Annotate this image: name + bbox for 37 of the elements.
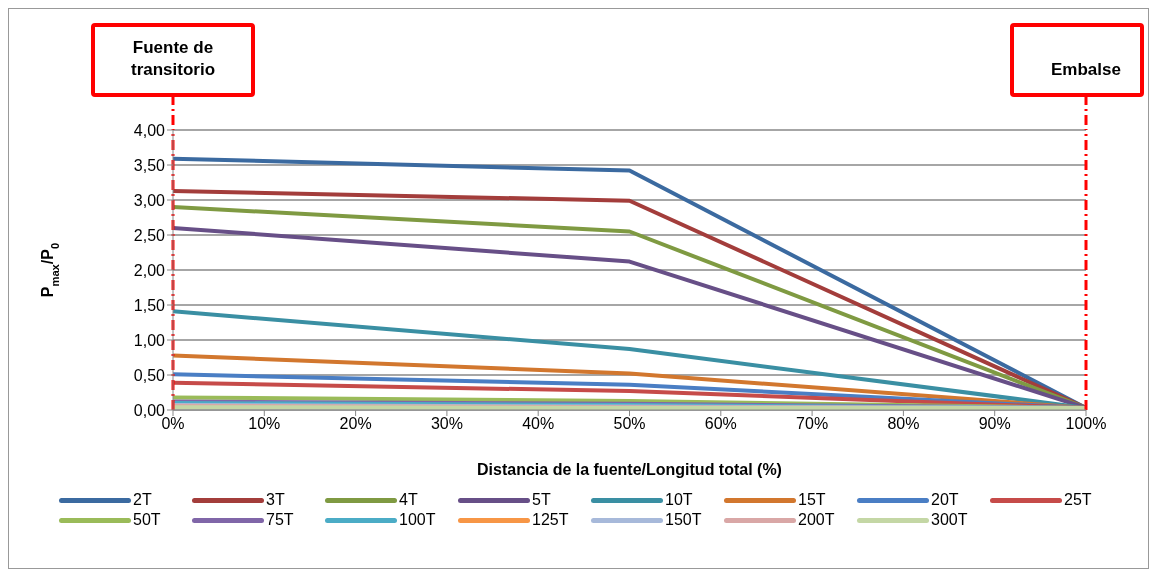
y-tick-label: 0,50 <box>133 366 166 384</box>
legend-label: 15T <box>798 491 826 509</box>
x-tick-label: 90% <box>978 415 1011 433</box>
legend-label: 4T <box>399 491 418 509</box>
y-tick-label: 3,00 <box>133 191 166 209</box>
legend-label: 300T <box>931 511 968 529</box>
y-tick-label: 2,50 <box>133 226 166 244</box>
legend-label: 75T <box>266 511 294 529</box>
legend-label: 5T <box>532 491 551 509</box>
x-tick-label: 20% <box>339 415 372 433</box>
y-tick-label: 3,50 <box>133 156 166 174</box>
x-tick-label: 40% <box>522 415 555 433</box>
x-tick-label: 60% <box>704 415 737 433</box>
x-axis-title: Distancia de la fuente/Longitud total (%) <box>477 461 782 478</box>
y-tick-label: 4,00 <box>133 121 166 139</box>
y-tick-label: 1,50 <box>133 296 166 314</box>
ref-line-label: Fuente de transitorio <box>130 38 216 79</box>
legend-label: 125T <box>532 511 569 529</box>
x-tick-label: 0% <box>161 415 185 433</box>
y-tick-label: 2,00 <box>133 261 166 279</box>
x-tick-label: 100% <box>1065 415 1107 433</box>
x-tick-label: 10% <box>248 415 281 433</box>
legend-label: 3T <box>266 491 285 509</box>
legend-label: 25T <box>1064 491 1092 509</box>
y-tick-label: 1,00 <box>133 331 166 349</box>
legend-label: 150T <box>665 511 702 529</box>
legend-label: 100T <box>399 511 436 529</box>
legend-label: 10T <box>665 491 693 509</box>
legend-label: 20T <box>931 491 959 509</box>
x-tick-label: 50% <box>613 415 646 433</box>
ref-line-label: Embalse <box>1051 60 1121 79</box>
legend-label: 50T <box>133 511 161 529</box>
legend-label: 200T <box>798 511 835 529</box>
x-tick-label: 30% <box>430 415 463 433</box>
x-tick-label: 70% <box>796 415 829 433</box>
legend-label: 2T <box>133 491 152 509</box>
x-tick-label: 80% <box>887 415 920 433</box>
